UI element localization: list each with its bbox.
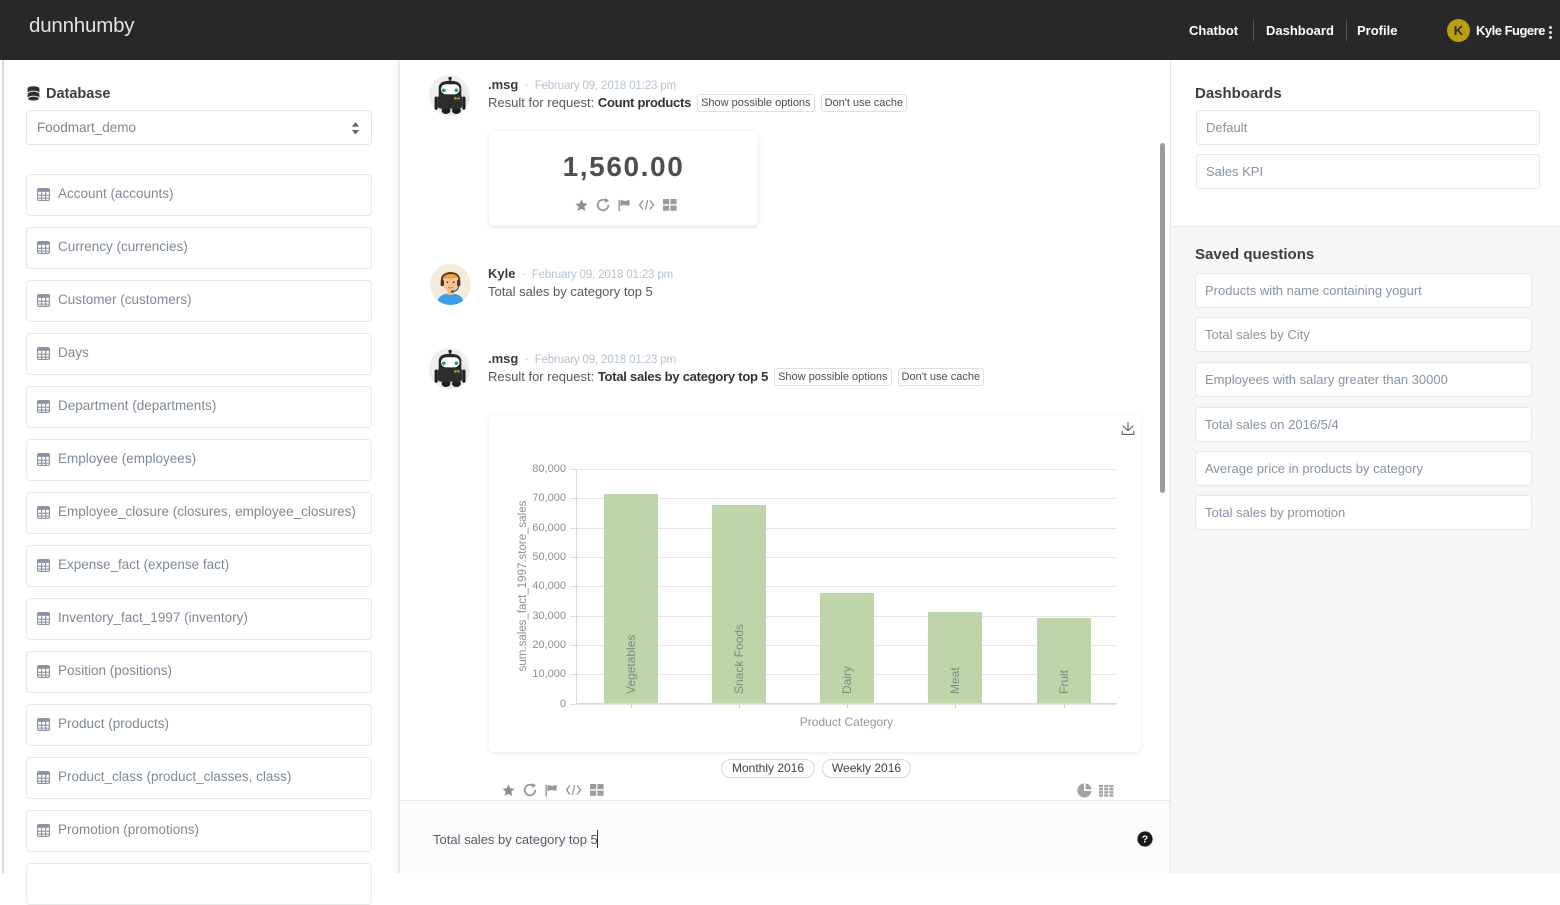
svg-text:?: ?	[1142, 834, 1148, 846]
